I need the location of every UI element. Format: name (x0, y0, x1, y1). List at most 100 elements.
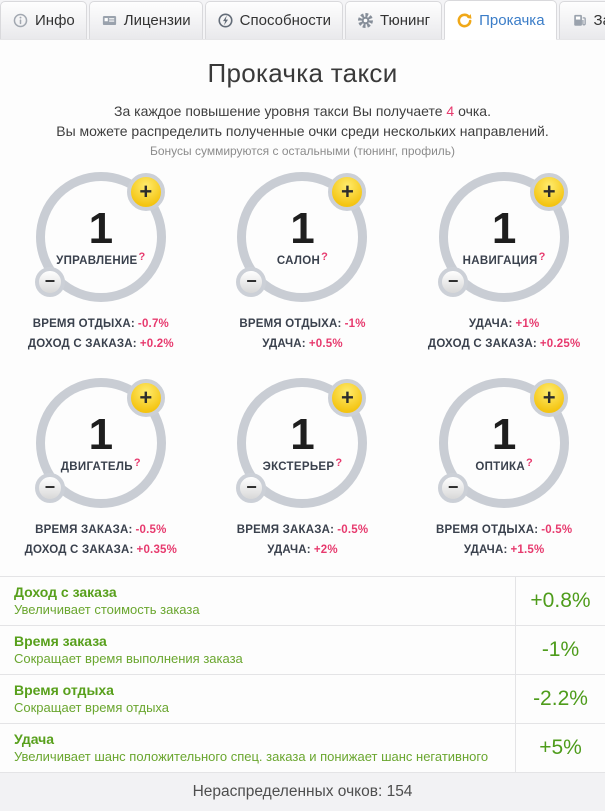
help-icon[interactable]: ? (321, 250, 329, 263)
upgrade-name: УПРАВЛЕНИЕ (56, 254, 138, 267)
stat-label: ДОХОД С ЗАКАЗА: (27, 337, 137, 350)
upgrade-stats: ВРЕМЯ ОТДЫХА: -1% УДАЧА: +0.5% (239, 314, 365, 354)
bonus-note: Бонусы суммируются с остальными (тюнинг,… (149, 143, 456, 158)
bonus-total: +5% (515, 724, 605, 773)
upgrade-level: 1 (290, 409, 315, 459)
minus-button[interactable]: − (34, 472, 65, 503)
help-icon[interactable]: ? (335, 456, 343, 469)
stat-value: -0.7% (137, 317, 169, 330)
stat-value: -0.5% (135, 523, 167, 536)
table-row: Время заказа Сокращает время выполнения … (0, 626, 605, 676)
license-card-icon (102, 15, 116, 26)
stat-value: -0.5% (541, 523, 573, 536)
lightning-icon (218, 13, 233, 28)
upgrade-ring: + − 1 ЭКСТЕРЬЕР? (236, 377, 368, 508)
help-icon[interactable]: ? (525, 456, 533, 469)
upgrade-stats: ВРЕМЯ ЗАКАЗА: -0.5% УДАЧА: +2% (237, 520, 369, 560)
stat-label: ВРЕМЯ ЗАКАЗА: (236, 523, 335, 536)
stat-label: УДАЧА: (267, 543, 311, 556)
upgrade-level: 1 (88, 409, 114, 459)
tab-label: Заправка (593, 12, 605, 29)
bonus-summary-table: Доход с заказа Увеличивает стоимость зак… (0, 576, 605, 774)
tab-tuning[interactable]: Тюнинг (344, 1, 443, 39)
upgrade-name: ЭКСТЕРЬЕР (262, 460, 335, 473)
upgrade-card-optics: + − 1 ОПТИКА? ВРЕМЯ ОТДЫХА: -0.5% УДАЧА: +… (403, 377, 605, 560)
tab-label: Способности (239, 12, 331, 29)
stat-label: ДОХОД С ЗАКАЗА: (427, 337, 537, 350)
upgrade-name: САЛОН (276, 254, 321, 267)
info-icon (13, 13, 28, 28)
upgrade-name: ДВИГАТЕЛЬ (60, 460, 133, 473)
upgrade-level: 1 (491, 203, 517, 253)
plus-button[interactable]: + (530, 378, 569, 417)
upgrade-grid: + − 1 УПРАВЛЕНИЕ? ВРЕМЯ ОТДЫХА: -0.7% ДОХ… (0, 158, 605, 571)
page-title: Прокачка такси (207, 58, 398, 88)
tab-label: Инфо (35, 12, 75, 29)
stat-label: УДАЧА: (262, 337, 306, 350)
upgrade-ring: + − 1 ОПТИКА? (438, 377, 570, 508)
plus-button[interactable]: + (126, 172, 165, 211)
upgrade-level: 1 (290, 203, 315, 253)
minus-button[interactable]: − (34, 266, 65, 297)
stat-label: ДОХОД С ЗАКАЗА: (24, 543, 134, 556)
stat-value: -1% (344, 317, 366, 330)
stat-label: УДАЧА: (463, 543, 508, 556)
plus-button[interactable]: + (126, 378, 165, 417)
upgrade-ring: + − 1 ДВИГАТЕЛЬ? (34, 377, 166, 508)
stat-value: +1.5% (510, 543, 545, 556)
upgrade-ring: + − 1 НАВИГАЦИЯ? (438, 171, 570, 302)
tab-label: Тюнинг (379, 12, 431, 29)
stat-label: ВРЕМЯ ОТДЫХА: (32, 317, 135, 330)
intro-line-2: Вы можете распределить полученные очки с… (56, 123, 549, 140)
help-icon[interactable]: ? (138, 250, 146, 263)
upgrade-card-engine: + − 1 ДВИГАТЕЛЬ? ВРЕМЯ ЗАКАЗА: -0.5% ДОХО… (0, 377, 202, 560)
bonus-total: -2.2% (515, 675, 605, 724)
bonus-title: Время заказа (14, 633, 107, 650)
tab-upgrade[interactable]: Прокачка (444, 0, 557, 40)
minus-button[interactable]: − (438, 266, 469, 297)
tab-label: Лицензии (123, 12, 191, 29)
fuel-pump-icon (573, 14, 586, 26)
stat-value: -0.5% (337, 523, 369, 536)
bonus-total: +0.8% (515, 577, 605, 626)
intro-text: За каждое повышение уровня такси Вы полу… (0, 101, 605, 142)
minus-button[interactable]: − (438, 472, 469, 503)
upgrade-level: 1 (491, 409, 517, 459)
tab-info[interactable]: Инфо (0, 1, 87, 39)
stat-label: ВРЕМЯ ОТДЫХА: (436, 523, 539, 536)
upgrade-card-exterior: + − 1 ЭКСТЕРЬЕР? ВРЕМЯ ЗАКАЗА: -0.5% УДАЧ… (202, 377, 404, 560)
stat-value: +2% (313, 543, 338, 556)
tab-bar: Инфо Лицензии Способности Тюнинг Прокач (0, 0, 605, 40)
upgrade-ring: + − 1 УПРАВЛЕНИЕ? (34, 171, 166, 302)
stat-label: ВРЕМЯ ЗАКАЗА: (35, 523, 133, 536)
bonus-description: Сокращает время выполнения заказа (14, 651, 243, 667)
upgrade-card-salon: + − 1 САЛОН? ВРЕМЯ ОТДЫХА: -1% УДАЧА: +0.5… (202, 171, 404, 354)
bonus-title: Доход с заказа (14, 584, 117, 601)
minus-button[interactable]: − (236, 472, 267, 503)
tab-abilities[interactable]: Способности (204, 1, 343, 39)
gear-icon (357, 13, 373, 28)
points-per-level: 4 (446, 103, 455, 119)
minus-button[interactable]: − (236, 266, 267, 297)
upgrade-name: НАВИГАЦИЯ (462, 254, 538, 267)
upgrade-card-navigation: + − 1 НАВИГАЦИЯ? УДАЧА: +1% ДОХОД С ЗАКАЗ… (403, 171, 605, 354)
stat-label: ВРЕМЯ ОТДЫХА: (239, 317, 342, 330)
tab-refuel[interactable]: Заправка (558, 1, 605, 39)
table-row: Удача Увеличивает шанс положительного сп… (0, 724, 605, 774)
plus-button[interactable]: + (328, 378, 367, 417)
help-icon[interactable]: ? (538, 250, 546, 263)
help-icon[interactable]: ? (133, 456, 141, 469)
plus-button[interactable]: + (530, 172, 569, 211)
unallocated-points-text: Нераспределенных очков: 154 (192, 783, 413, 801)
page-header: Прокачка такси За каждое повышение уровн… (0, 40, 605, 158)
stat-label: УДАЧА: (468, 317, 513, 330)
stat-value: +0.2% (139, 337, 174, 350)
upgrade-stats: УДАЧА: +1% ДОХОД С ЗАКАЗА: +0.25% (428, 314, 580, 354)
upgrade-name: ОПТИКА (475, 460, 525, 473)
tab-licenses[interactable]: Лицензии (88, 1, 203, 39)
bonus-description: Сокращает время отдыха (14, 700, 169, 716)
bonus-title: Удача (14, 731, 55, 748)
bonus-description: Увеличивает шанс положительного спец. за… (14, 749, 489, 765)
stat-value: +0.25% (539, 337, 581, 350)
plus-button[interactable]: + (328, 172, 367, 211)
